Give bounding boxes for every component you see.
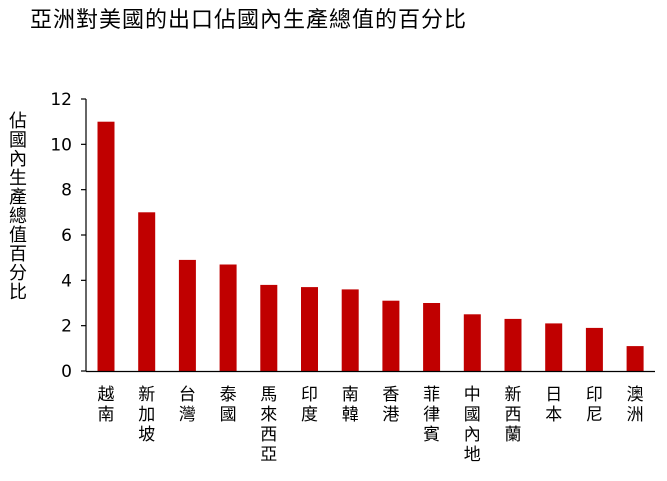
x-tick-label-2: 新加坡 bbox=[138, 385, 155, 445]
chart-title: 亞洲對美國的出口佔國內生產總值的百分比 bbox=[30, 8, 468, 33]
bar-6 bbox=[301, 287, 318, 371]
bar-2 bbox=[138, 212, 156, 371]
x-tick-label-6: 印度 bbox=[301, 385, 318, 425]
x-tick-label-3: 台灣 bbox=[179, 385, 196, 425]
y-tick-label-2: 2 bbox=[61, 317, 72, 337]
y-axis-title: 佔國內生產總值百分比 bbox=[9, 111, 27, 303]
x-tick-label-1: 越南 bbox=[98, 385, 115, 425]
bar-13 bbox=[585, 327, 603, 371]
y-axis-ticks: 0 2 4 6 8 10 12 bbox=[50, 90, 72, 382]
x-tick-label-5: 馬來西亞 bbox=[260, 385, 277, 465]
axes bbox=[81, 98, 655, 373]
x-tick-label-4: 泰國 bbox=[220, 385, 237, 425]
bar-3 bbox=[178, 259, 196, 371]
bar-9 bbox=[423, 303, 441, 371]
y-tick-label-7: 12 bbox=[50, 90, 72, 110]
y-tick-label-3: 4 bbox=[61, 271, 72, 291]
bar-7 bbox=[341, 289, 359, 371]
y-tick-label-6: 10 bbox=[50, 135, 72, 155]
x-tick-label-8: 香港 bbox=[382, 385, 399, 425]
x-tick-label-12: 日本 bbox=[545, 385, 562, 425]
y-tick-label-1: 0 bbox=[61, 362, 72, 382]
bars bbox=[97, 121, 644, 371]
x-tick-label-7: 南韓 bbox=[342, 385, 359, 425]
bar-10 bbox=[463, 314, 481, 371]
x-tick-label-14: 澳洲 bbox=[627, 385, 644, 425]
bar-1 bbox=[97, 121, 115, 371]
bar-11 bbox=[504, 318, 522, 371]
x-tick-label-13: 印尼 bbox=[586, 385, 603, 425]
x-tick-label-11: 新西蘭 bbox=[505, 385, 522, 445]
bar-5 bbox=[260, 284, 278, 371]
bar-8 bbox=[382, 300, 400, 371]
bar-14 bbox=[626, 346, 644, 371]
y-tick-label-5: 8 bbox=[61, 181, 72, 201]
x-tick-label-10: 中國內地 bbox=[464, 385, 481, 465]
bar-4 bbox=[219, 264, 237, 371]
x-tick-label-9: 菲律賓 bbox=[423, 385, 440, 445]
bar-12 bbox=[545, 323, 563, 371]
y-tick-label-4: 6 bbox=[61, 226, 72, 246]
